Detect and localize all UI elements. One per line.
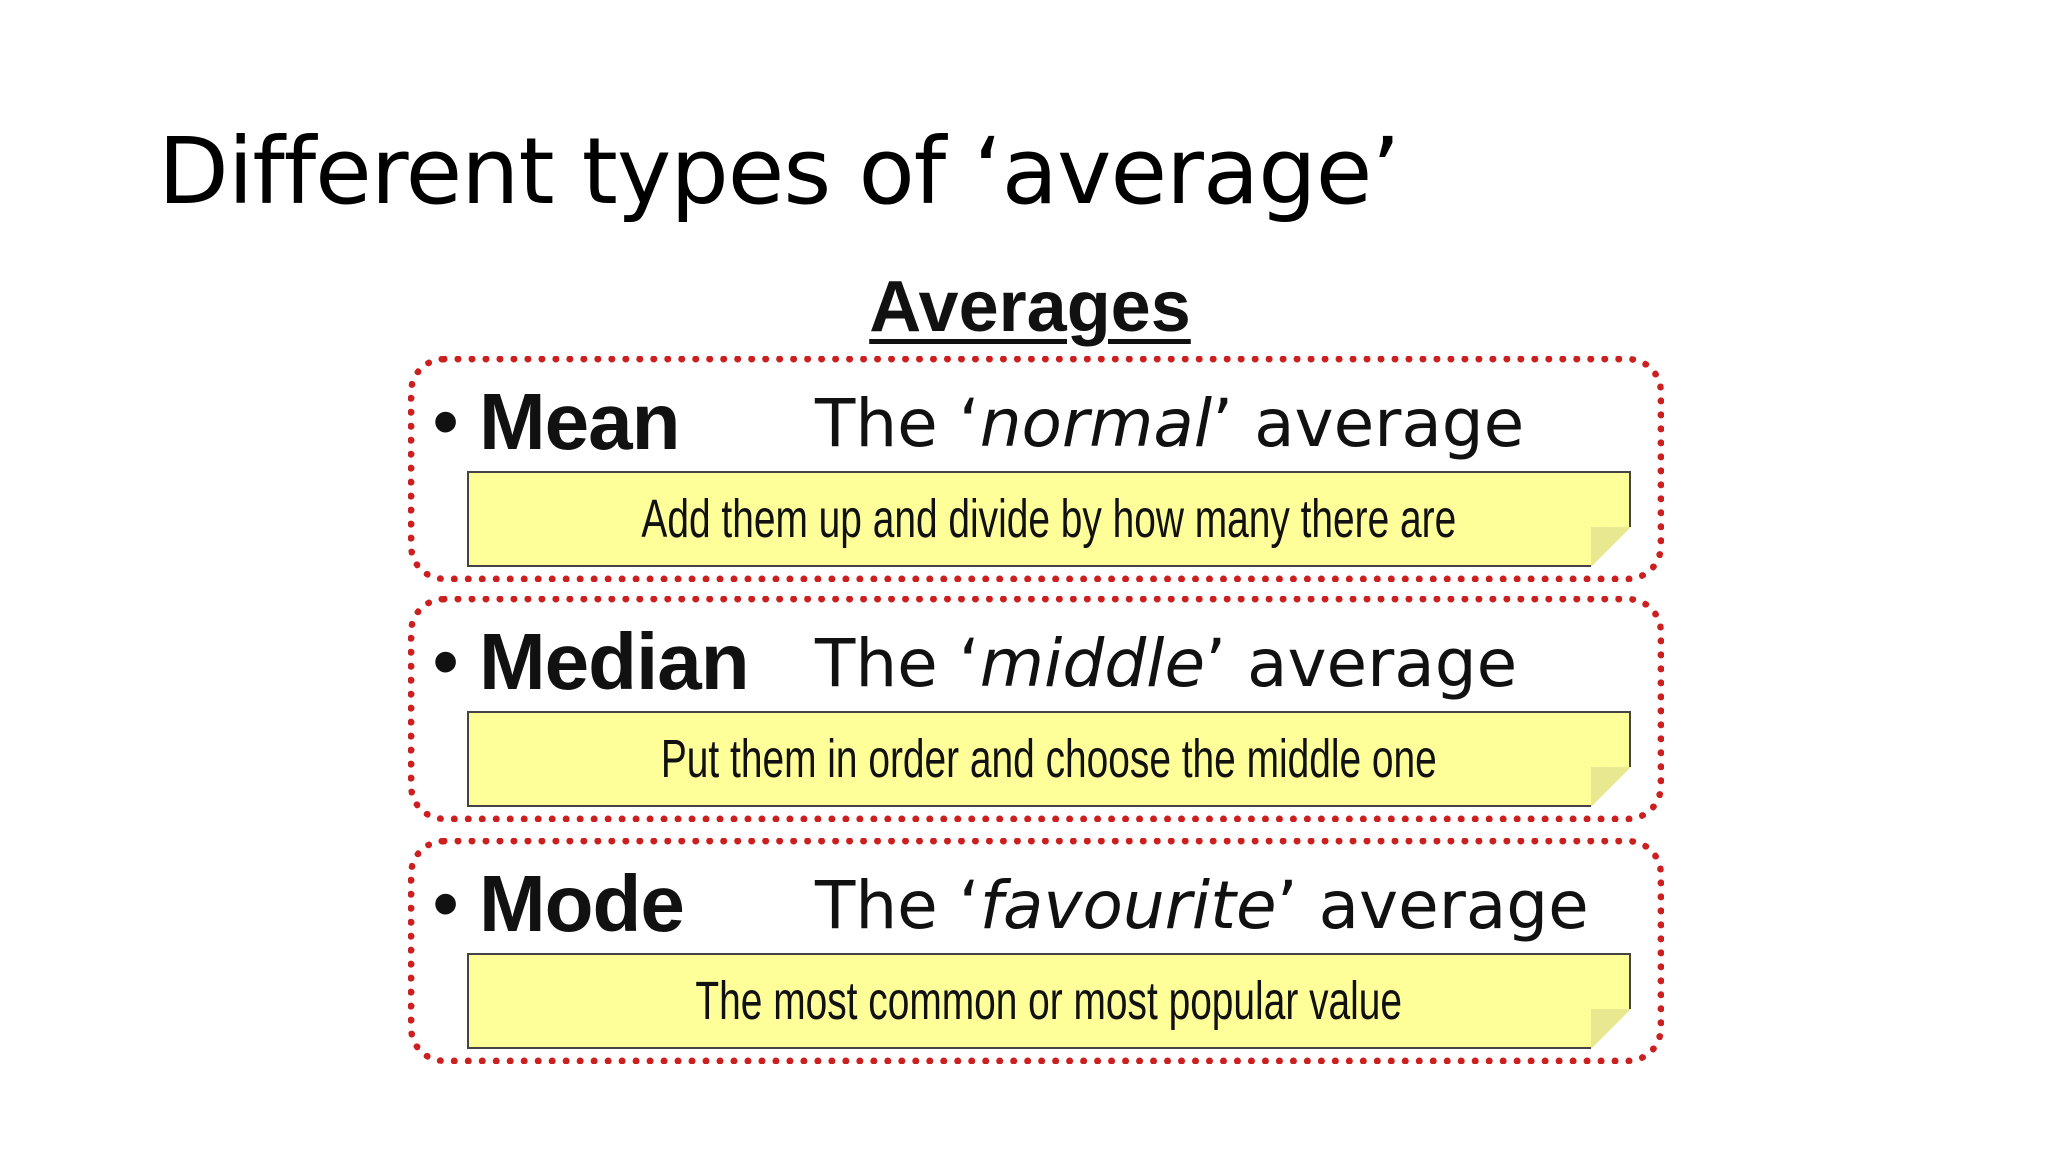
bullet-icon: • (433, 382, 459, 462)
mode-description: The ‘favourite’ average (815, 867, 1589, 944)
mode-box: • Mode The ‘favourite’ average The most … (408, 838, 1664, 1064)
bullet-icon: • (433, 622, 459, 702)
mode-term: Mode (479, 859, 685, 948)
bullet-icon: • (433, 864, 459, 944)
median-row: • Median The ‘middle’ average (433, 617, 1653, 707)
median-term: Median (479, 617, 750, 706)
slide-title: Different types of ‘average’ (158, 118, 1401, 225)
page-fold-icon (1591, 1009, 1631, 1049)
page-fold-icon (1591, 527, 1631, 567)
figure-heading: Averages (869, 267, 1191, 347)
median-note-text: Put them in order and choose the middle … (661, 729, 1437, 789)
mode-row: • Mode The ‘favourite’ average (433, 859, 1653, 949)
averages-figure: Averages • Mean The ‘normal’ average Add… (400, 256, 1680, 1096)
mean-row: • Mean The ‘normal’ average (433, 377, 1653, 467)
mean-description: The ‘normal’ average (815, 385, 1525, 462)
mode-note: The most common or most popular value (467, 953, 1631, 1049)
mean-box: • Mean The ‘normal’ average Add them up … (408, 356, 1664, 582)
median-description: The ‘middle’ average (815, 625, 1518, 702)
mean-note: Add them up and divide by how many there… (467, 471, 1631, 567)
mode-note-text: The most common or most popular value (695, 971, 1403, 1031)
page-fold-icon (1591, 767, 1631, 807)
median-box: • Median The ‘middle’ average Put them i… (408, 596, 1664, 822)
median-note: Put them in order and choose the middle … (467, 711, 1631, 807)
mean-note-text: Add them up and divide by how many there… (641, 489, 1457, 549)
mean-term: Mean (479, 377, 680, 466)
